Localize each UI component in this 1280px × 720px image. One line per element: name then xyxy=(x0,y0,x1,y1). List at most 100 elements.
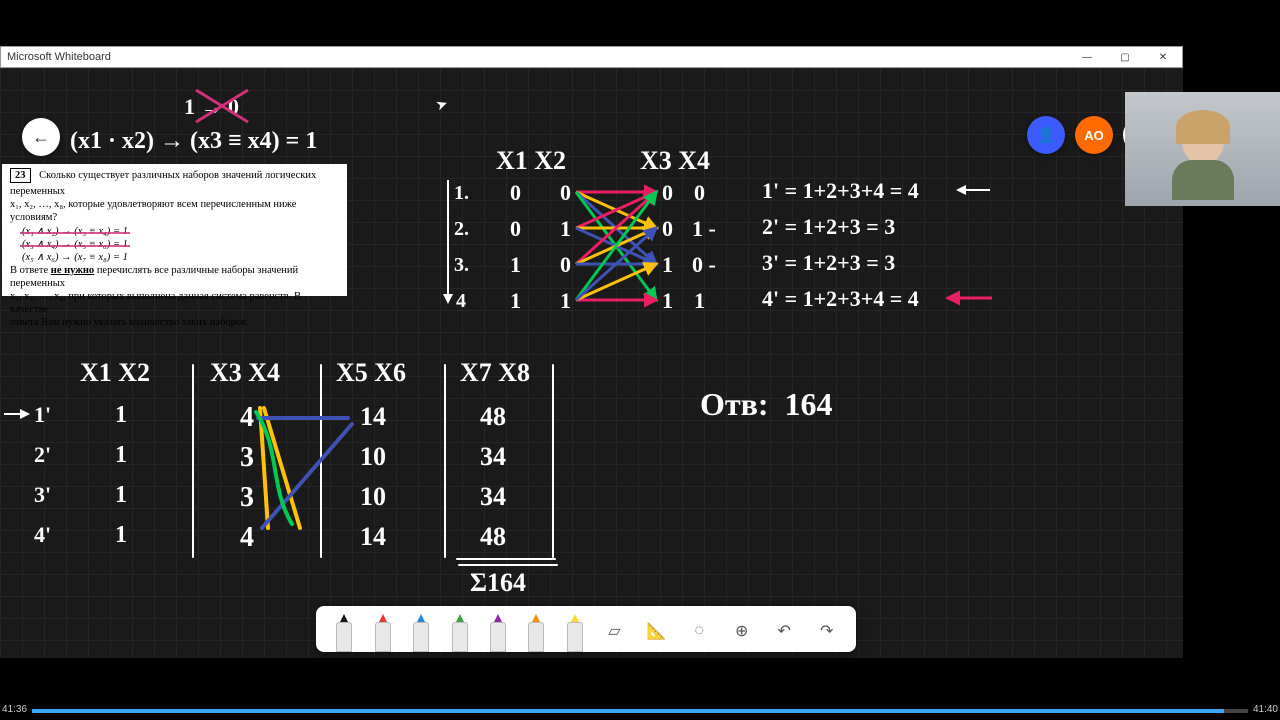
handwritten-c4c: 34 xyxy=(480,482,506,512)
problem-textbox: 23 Сколько существует различных наборов … xyxy=(2,164,347,296)
handwritten-g1: 1 xyxy=(662,252,673,278)
mouse-cursor-icon: ➤ xyxy=(433,95,450,115)
whiteboard-canvas[interactable]: ← 👤 AO ≡ 23 Сколько существует различных… xyxy=(0,68,1183,658)
handwritten-e1: 0 xyxy=(662,180,673,206)
pen-3[interactable] xyxy=(448,612,470,652)
arrow-layer xyxy=(0,68,1183,658)
time-elapsed: 41:36 xyxy=(2,704,27,715)
handwritten-tbl_h3: X5 X6 xyxy=(336,358,406,388)
problem-line4: x₁, x₂, …, x₈, при которых выполнена дан… xyxy=(10,291,301,315)
handwritten-a2: 0 xyxy=(560,180,571,206)
handwritten-sum4: 4' = 1+2+3+4 = 4 xyxy=(762,286,919,312)
handwritten-b2: 1 xyxy=(560,216,571,242)
handwritten-answer: Отв: 164 xyxy=(700,386,833,423)
handwritten-f2: 1 - xyxy=(692,216,716,242)
lasso-icon[interactable]: ◌ xyxy=(686,618,712,644)
window-titlebar: Microsoft Whiteboard — ▢ ✕ xyxy=(0,46,1183,68)
handwritten-b1: 0 xyxy=(510,216,521,242)
pen-5[interactable] xyxy=(524,612,546,652)
handwritten-tbl_h1: X1 X2 xyxy=(80,358,150,388)
handwritten-sum2: 2' = 1+2+3 = 3 xyxy=(762,214,895,240)
redo-icon[interactable]: ↷ xyxy=(814,618,840,644)
video-seekbar[interactable]: 41:36 41:40 xyxy=(0,704,1280,718)
add-icon[interactable]: ⊕ xyxy=(729,618,755,644)
handwritten-lbl1: 1. xyxy=(454,182,469,205)
share-button[interactable]: 👤 xyxy=(1027,116,1065,154)
handwritten-c1d: 1 xyxy=(115,522,127,549)
handwritten-rl3: 3' xyxy=(34,482,51,508)
handwritten-c4d: 48 xyxy=(480,522,506,552)
eraser-icon[interactable]: ▱ xyxy=(601,618,627,644)
handwritten-sum3: 3' = 1+2+3 = 3 xyxy=(762,250,895,276)
handwritten-c2: 0 xyxy=(560,252,571,278)
ruler-icon[interactable]: 📐 xyxy=(644,618,670,644)
vertical-divider-2 xyxy=(444,364,446,558)
handwritten-hdr_x3x4: X3 X4 xyxy=(640,146,710,176)
handwritten-c2a: 4 xyxy=(240,402,254,434)
close-button[interactable]: ✕ xyxy=(1144,47,1182,67)
minimize-button[interactable]: — xyxy=(1068,47,1106,67)
handwritten-f1: 0 xyxy=(662,216,673,242)
handwritten-c4a: 48 xyxy=(480,402,506,432)
back-button[interactable]: ← xyxy=(22,118,60,156)
pen-4[interactable] xyxy=(486,612,508,652)
pen-toolbar: ▱ 📐 ◌ ⊕ ↶ ↷ xyxy=(316,606,856,652)
handwritten-cross_out: 1 → 0 xyxy=(184,94,239,120)
handwritten-a1: 0 xyxy=(510,180,521,206)
handwritten-g2: 0 - xyxy=(692,252,716,278)
pen-2[interactable] xyxy=(409,612,431,652)
pen-1[interactable] xyxy=(371,612,393,652)
handwritten-tbl_h4: X7 X8 xyxy=(460,358,530,388)
horizontal-rule-0 xyxy=(456,558,556,560)
strike-mark xyxy=(0,68,1183,658)
handwritten-c2b: 3 xyxy=(240,442,254,474)
handwritten-c3a: 14 xyxy=(360,402,386,432)
handwritten-e2: 0 xyxy=(694,180,705,206)
handwritten-c1: 1 xyxy=(510,252,521,278)
handwritten-h1: 1 xyxy=(662,288,673,314)
handwritten-h2: 1 xyxy=(694,288,705,314)
time-total: 41:40 xyxy=(1253,704,1278,715)
pen-0[interactable] xyxy=(332,612,354,652)
handwritten-c2c: 3 xyxy=(240,482,254,514)
handwritten-d1: 1 xyxy=(510,288,521,314)
problem-eq3: (x₅ ∧ x₆) → (x₇ ≡ x₈) = 1 xyxy=(22,251,339,264)
user-badge[interactable]: AO xyxy=(1075,116,1113,154)
problem-number: 23 xyxy=(10,168,31,183)
maximize-button[interactable]: ▢ xyxy=(1106,47,1144,67)
handwritten-c2d: 4 xyxy=(240,522,254,554)
problem-line2: x₁, x₂, …, x₈, которые удовлетворяют все… xyxy=(10,199,296,223)
problem-line3u: не нужно xyxy=(51,265,94,276)
content-area: Microsoft Whiteboard — ▢ ✕ ← 👤 AO ≡ 23 С… xyxy=(0,46,1280,674)
handwritten-c4b: 34 xyxy=(480,442,506,472)
handwritten-c1b: 1 xyxy=(115,442,127,469)
handwritten-lbl4: 4 xyxy=(456,290,466,313)
vertical-divider-0 xyxy=(192,364,194,558)
handwritten-tot: Σ164 xyxy=(470,568,526,598)
handwritten-c3c: 10 xyxy=(360,482,386,512)
handwritten-c3d: 14 xyxy=(360,522,386,552)
handwritten-rl4: 4' xyxy=(34,522,51,548)
horizontal-rule-1 xyxy=(458,564,558,566)
pen-6[interactable] xyxy=(563,612,585,652)
handwritten-c3b: 10 xyxy=(360,442,386,472)
handwritten-formula: (x1 · x2) → (x3 ≡ x4) = 1 xyxy=(70,128,317,155)
window-title: Microsoft Whiteboard xyxy=(1,51,111,63)
handwritten-d2: 1 xyxy=(560,288,571,314)
undo-icon[interactable]: ↶ xyxy=(771,618,797,644)
handwritten-c1c: 1 xyxy=(115,482,127,509)
problem-line3a: В ответе xyxy=(10,265,51,276)
vertical-divider-3 xyxy=(552,364,554,558)
problem-eq1: (x₁ ∧ x₂) → (x₃ ≡ x₄) = 1 xyxy=(22,225,128,238)
seek-progress xyxy=(32,709,1224,713)
handwritten-hdr_x1x2: X1 X2 xyxy=(496,146,566,176)
problem-line5: ответа Вам нужно указать количество таки… xyxy=(10,317,249,328)
scribble-layer xyxy=(0,68,1183,658)
handwritten-rl2: 2' xyxy=(34,442,51,468)
problem-line1: Сколько существует различных наборов зна… xyxy=(10,170,316,197)
handwritten-sum1: 1' = 1+2+3+4 = 4 xyxy=(762,178,919,204)
vertical-divider-1 xyxy=(320,364,322,558)
handwritten-tbl_h2: X3 X4 xyxy=(210,358,280,388)
handwritten-rl1: 1' xyxy=(34,402,51,428)
handwritten-c1a: 1 xyxy=(115,402,127,429)
